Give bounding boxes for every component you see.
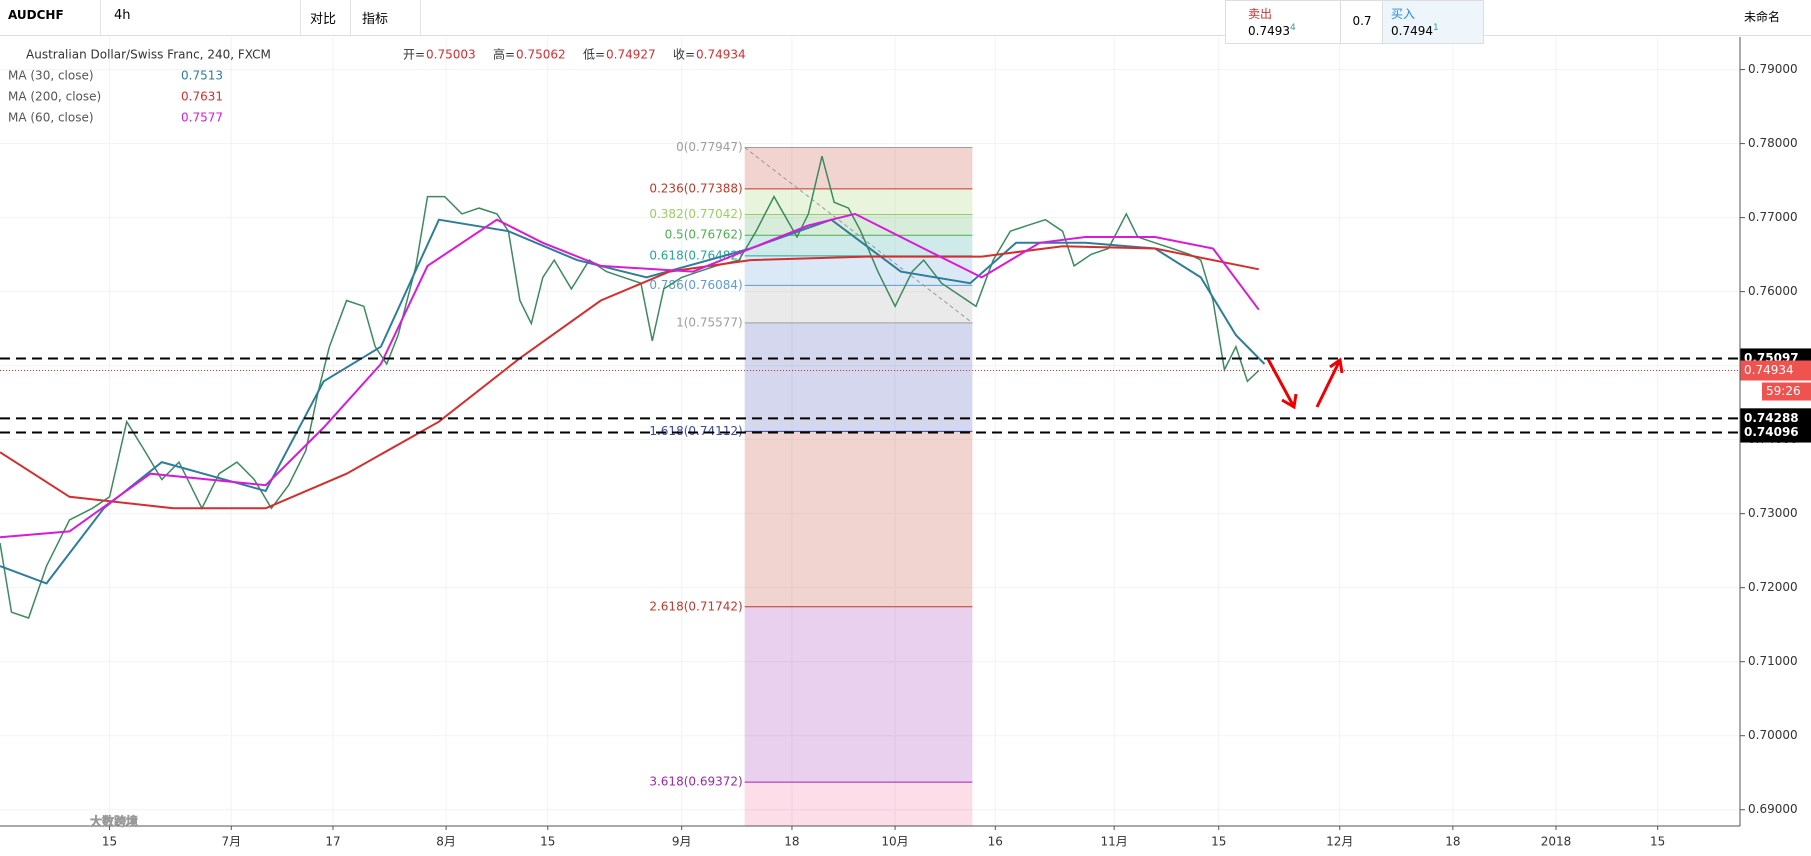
fib-label: 3.618(0.69372): [649, 775, 742, 789]
y-tick-label: 0.71000: [1748, 654, 1798, 668]
fib-band: [744, 214, 973, 236]
fib-band: [744, 431, 973, 607]
sell-price: 0.74934: [1248, 23, 1296, 38]
x-tick-label: 11月: [1101, 835, 1128, 849]
ohlc-value: 0.75003: [426, 48, 476, 62]
legend-value: 0.7577: [181, 111, 223, 125]
indicators[interactable]: 指标: [362, 12, 389, 27]
x-tick-label: 12月: [1326, 835, 1353, 849]
y-tick-label: 0.70000: [1748, 728, 1798, 742]
x-tick-label: 15: [540, 835, 555, 849]
fib-label: 0.618(0.76482): [649, 248, 742, 262]
ohlc-value: 0.74927: [606, 48, 656, 62]
layout-name[interactable]: 未命名: [1744, 10, 1781, 24]
fib-label: 0.5(0.76762): [665, 228, 743, 242]
y-tick-label: 0.69000: [1748, 802, 1798, 816]
fib-trend: [744, 147, 973, 324]
sell-panel[interactable]: 卖出 0.74934: [1225, 0, 1342, 44]
spread-value: 0.7: [1352, 14, 1372, 28]
chart-title: Australian Dollar/Swiss Franc, 240, FXCM: [26, 48, 271, 62]
x-tick-label: 15: [1211, 835, 1226, 849]
symbol[interactable]: AUDCHF: [8, 8, 64, 22]
sell-pip: 4: [1290, 23, 1296, 33]
buy-price-main: 0.7494: [1391, 24, 1433, 38]
x-tick-label: 17: [325, 835, 340, 849]
ma-line: [0, 218, 1266, 585]
y-tick-label: 0.72000: [1748, 580, 1798, 594]
x-tick-label: 8月: [436, 835, 456, 849]
spread: 0.7: [1340, 0, 1384, 44]
x-tick-label: 10月: [881, 835, 908, 849]
price-tag: [1740, 360, 1811, 381]
fib-band: [744, 188, 973, 215]
y-tick-label: 0.76000: [1748, 284, 1798, 298]
fib-label: 0.236(0.77388): [649, 181, 742, 195]
y-tick-label: 0.78000: [1748, 136, 1798, 150]
sell-price-main: 0.7493: [1248, 24, 1290, 38]
fib-label: 0(0.77947): [676, 140, 743, 154]
ohlc-label: 收=: [673, 48, 695, 62]
ohlc-label: 低=: [583, 48, 605, 62]
legend-name: MA (30, close): [8, 69, 94, 83]
fib-band: [744, 782, 973, 826]
ma-line: [0, 245, 1259, 510]
x-tick-label: 15: [102, 835, 117, 849]
ohlc-label: 开=: [403, 48, 425, 62]
fib-band: [744, 285, 973, 323]
buy-price: 0.74941: [1391, 23, 1439, 38]
interval[interactable]: 4h: [114, 8, 131, 23]
price-tag: [1740, 422, 1811, 443]
y-tick-label: 0.73000: [1748, 506, 1798, 520]
legend-name: MA (200, close): [8, 90, 101, 104]
y-tick-label: 0.77000: [1748, 210, 1798, 224]
fib-label: 0.382(0.77042): [649, 207, 742, 221]
fib-label: 0.786(0.76084): [649, 278, 742, 292]
x-tick-label: 16: [988, 835, 1003, 849]
y-tick-label: 0.79000: [1748, 62, 1798, 76]
fib-label: 1.618(0.74112): [649, 424, 742, 438]
fib-band: [744, 606, 973, 783]
sell-label: 卖出: [1248, 7, 1273, 21]
fib-label: 2.618(0.71742): [649, 599, 742, 613]
ohlc-label: 高=: [493, 47, 515, 62]
x-tick-label: 2018: [1541, 835, 1572, 849]
ohlc-value: 0.75062: [516, 48, 566, 62]
fib-band: [744, 322, 973, 432]
fib-band: [744, 147, 973, 189]
price-line: [0, 156, 1260, 619]
x-tick-label: 18: [784, 835, 799, 849]
fib-label: 1(0.75577): [676, 315, 743, 329]
buy-panel[interactable]: 买入 0.74941: [1382, 0, 1484, 44]
arrow: [1266, 357, 1344, 410]
watermark: 大数跨境: [90, 814, 138, 829]
buy-pip: 1: [1433, 23, 1439, 33]
fib-band: [744, 255, 973, 286]
toolbar: AUDCHF 4h 对比 指标 未命名: [0, 0, 1811, 36]
x-tick-label: 15: [1650, 835, 1665, 849]
price-tag-label: 0.74288: [1744, 411, 1799, 425]
countdown-box: [1762, 382, 1811, 401]
countdown: 59:26: [1766, 384, 1801, 398]
compare[interactable]: 对比: [310, 12, 337, 27]
ma-line: [0, 212, 1260, 539]
legend-value: 0.7631: [181, 90, 223, 104]
x-tick-label: 7月: [221, 835, 241, 849]
x-tick-label: 18: [1445, 835, 1460, 849]
x-tick-label: 9月: [672, 835, 692, 849]
fib-band: [744, 235, 973, 256]
price-tag-label: 0.74096: [1744, 425, 1799, 439]
ohlc-value: 0.74934: [696, 48, 746, 62]
buy-label: 买入: [1391, 7, 1416, 21]
price-tag-label: 0.74934: [1744, 363, 1794, 377]
legend-name: MA (60, close): [8, 111, 94, 125]
legend-value: 0.7513: [181, 69, 223, 83]
